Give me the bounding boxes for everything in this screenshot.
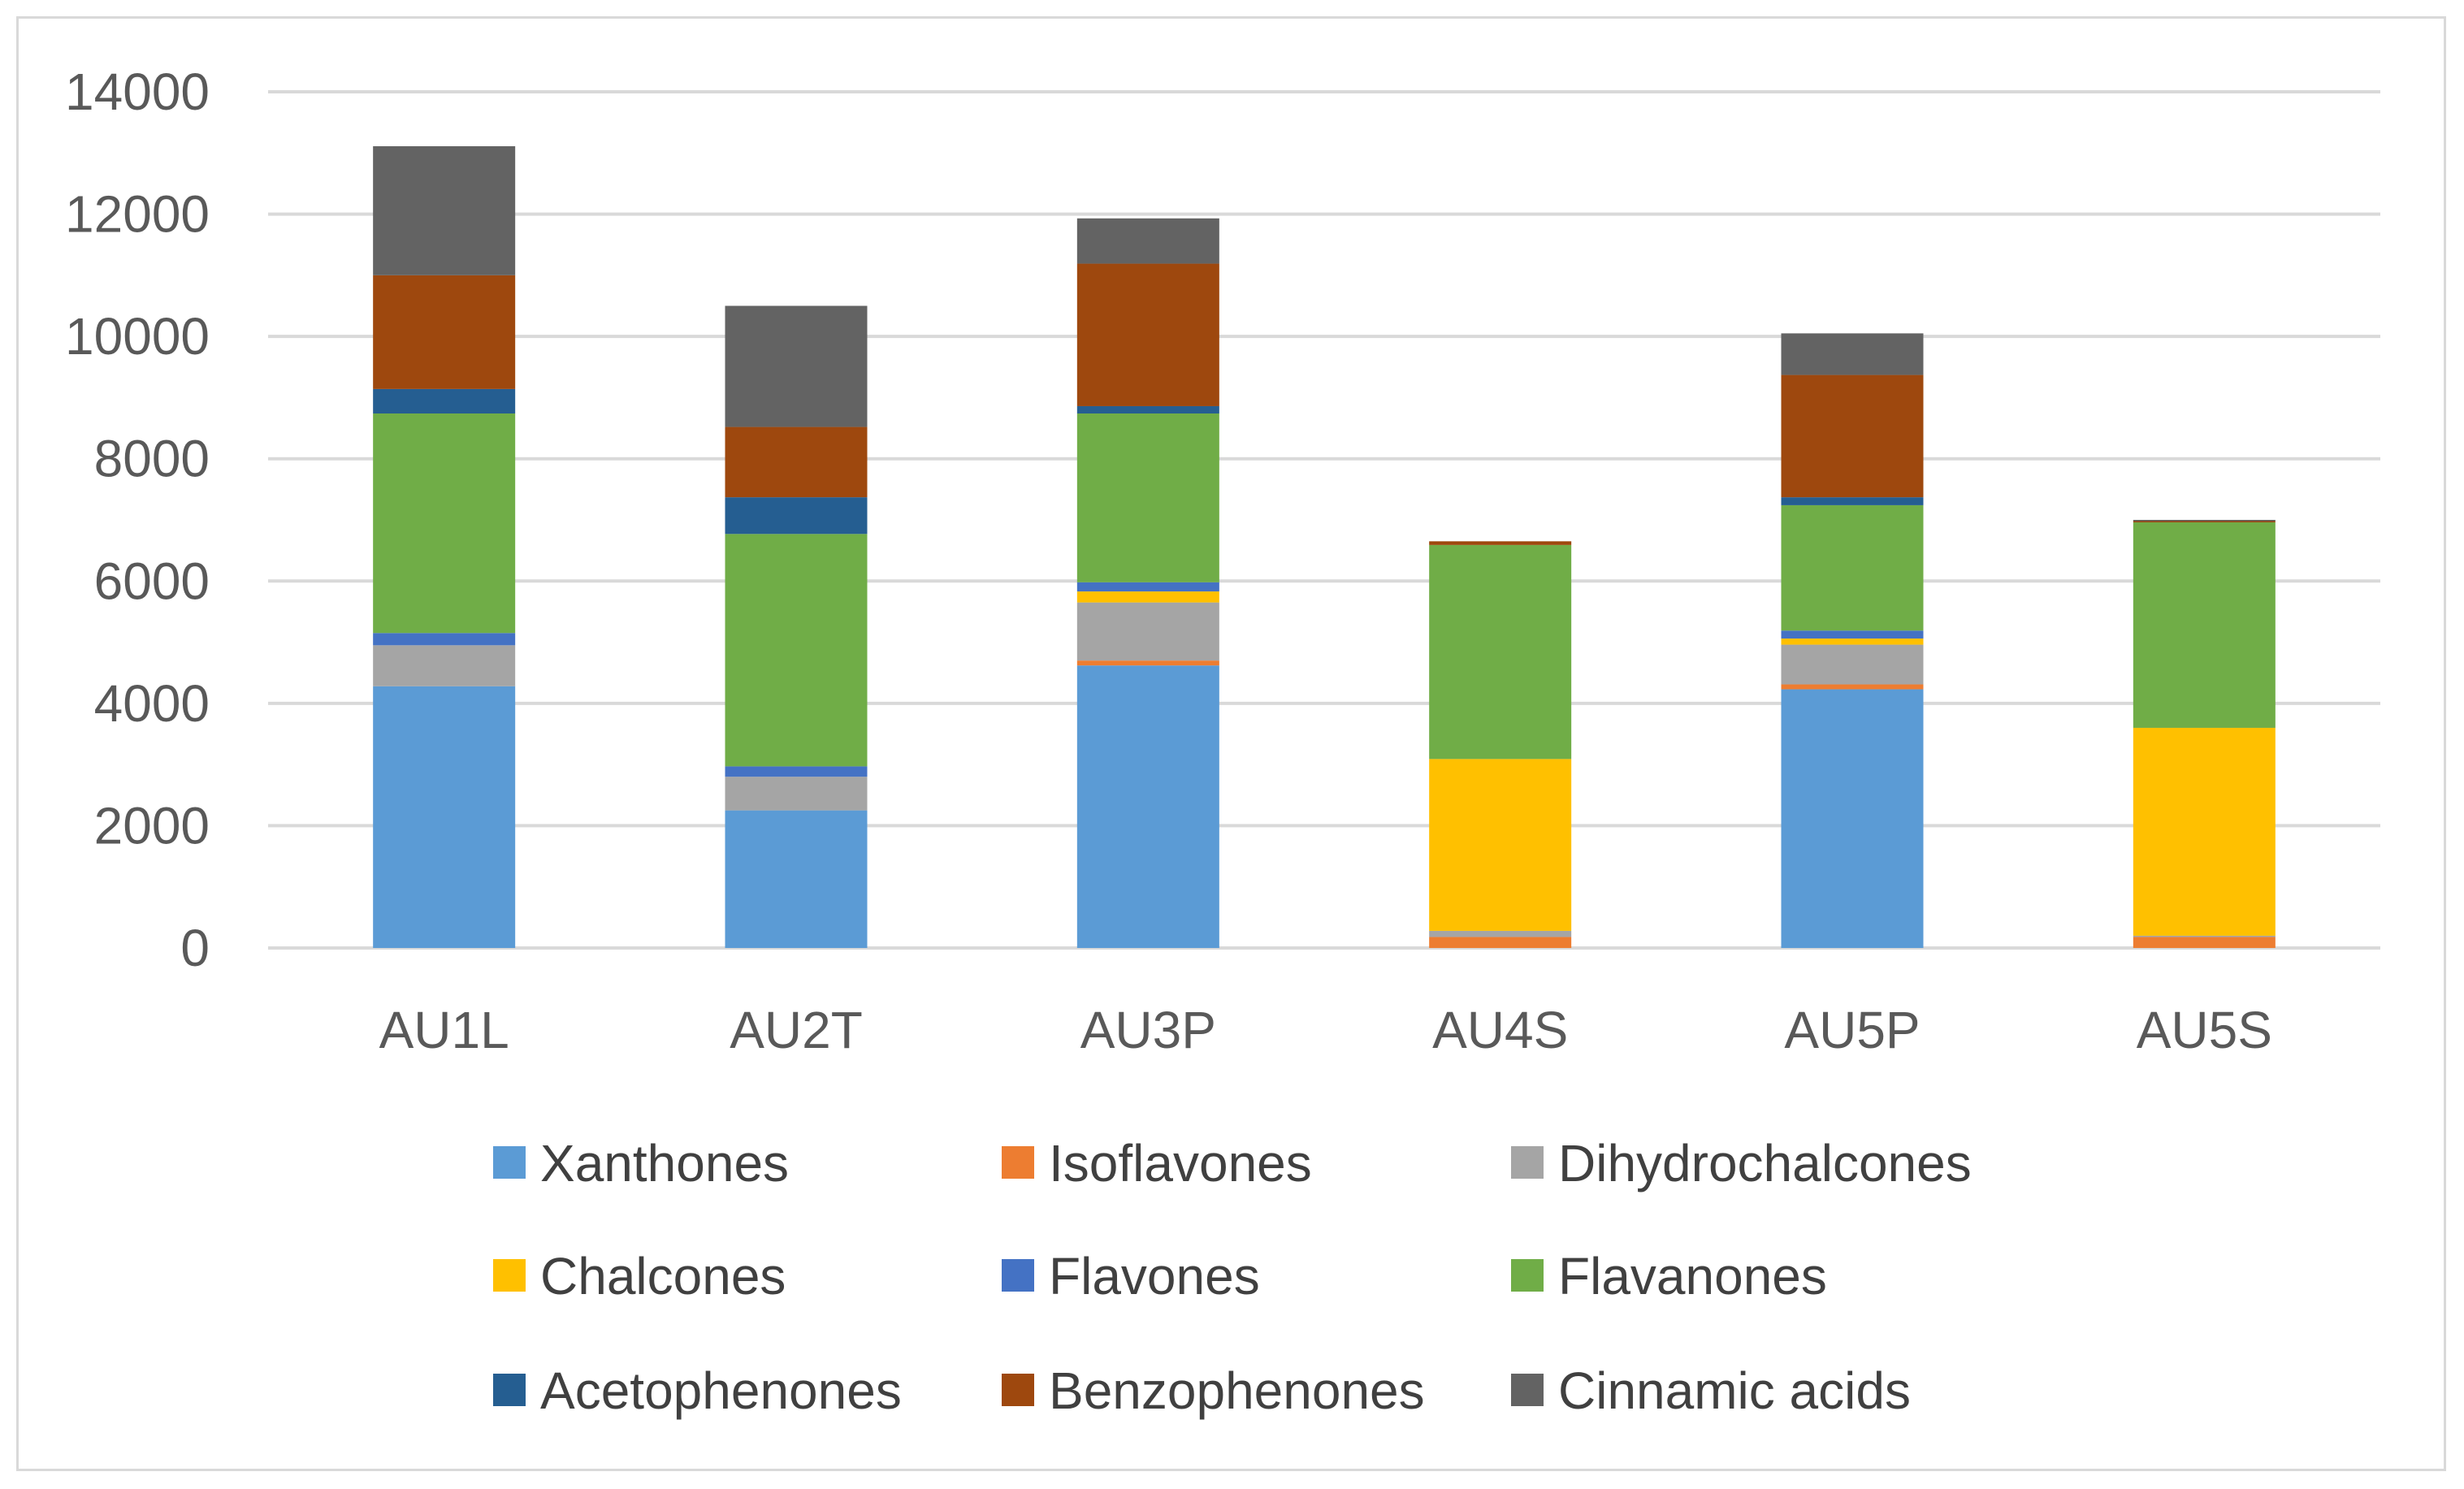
legend-label: Flavones xyxy=(1049,1247,1260,1305)
bar-au3p-flavanones xyxy=(1076,413,1219,582)
bar-au3p-xanthones xyxy=(1076,665,1219,948)
bar-au2t-dihydrochalcones xyxy=(725,777,868,811)
legend-swatch xyxy=(493,1374,526,1406)
bar-au5p-dihydrochalcones xyxy=(1781,644,1924,685)
y-tick-label: 0 xyxy=(180,919,210,977)
legend-item-acetophenones: Acetophenones xyxy=(493,1361,902,1420)
bar-au4s-chalcones xyxy=(1429,759,1572,931)
legend-item-flavanones: Flavanones xyxy=(1511,1247,1827,1305)
bar-au4s-dihydrochalcones xyxy=(1429,930,1572,937)
bar-au1l-flavones xyxy=(373,633,516,646)
y-tick-label: 8000 xyxy=(94,430,210,488)
legend-item-dihydrochalcones: Dihydrochalcones xyxy=(1511,1134,1972,1192)
y-axis-ticks: 0 2000 4000 6000 8000 10000 12000 14000 xyxy=(65,63,210,977)
bar-au5s-benzophenones xyxy=(2133,521,2276,523)
legend-label: Cinnamic acids xyxy=(1558,1361,1911,1420)
legend-label: Xanthones xyxy=(540,1134,789,1192)
bar-au4s-flavanones xyxy=(1429,544,1572,760)
bar-au1l-benzophenones xyxy=(373,275,516,389)
legend-swatch xyxy=(493,1259,526,1292)
y-tick-label: 2000 xyxy=(94,796,210,855)
bars xyxy=(373,146,2276,948)
x-tick-label: AU5P xyxy=(1784,1001,1920,1059)
y-tick-label: 12000 xyxy=(65,185,210,244)
legend-item-xanthones: Xanthones xyxy=(493,1134,789,1192)
bar-au1l-dihydrochalcones xyxy=(373,645,516,686)
x-tick-label: AU2T xyxy=(730,1001,863,1059)
bar-au2t-cinnamic-acids xyxy=(725,305,868,427)
bar-au2t-benzophenones xyxy=(725,426,868,498)
legend-swatch xyxy=(1511,1374,1544,1406)
bar-au3p-chalcones xyxy=(1076,591,1219,603)
bar-au3p-acetophenones xyxy=(1076,405,1219,414)
legend-label: Acetophenones xyxy=(540,1361,902,1420)
bar-au3p-cinnamic-acids xyxy=(1076,218,1219,264)
bar-au2t-flavones xyxy=(725,766,868,777)
legend-swatch xyxy=(1002,1374,1034,1406)
x-tick-label: AU4S xyxy=(1432,1001,1568,1059)
y-tick-label: 14000 xyxy=(65,63,210,121)
bar-au1l-xanthones xyxy=(373,686,516,948)
bar-au3p-dihydrochalcones xyxy=(1076,602,1219,661)
bar-au5s-isoflavones xyxy=(2133,937,2276,948)
bar-au5p-acetophenones xyxy=(1781,497,1924,505)
bar-au1l-cinnamic-acids xyxy=(373,146,516,275)
legend: Xanthones Isoflavones Dihydrochalcones Chal… xyxy=(493,1134,1972,1420)
bar-au4s-isoflavones xyxy=(1429,937,1572,948)
bar-au3p-isoflavones xyxy=(1076,660,1219,666)
legend-label: Dihydrochalcones xyxy=(1558,1134,1972,1192)
bar-au5p-isoflavones xyxy=(1781,684,1924,690)
legend-label: Benzophenones xyxy=(1049,1361,1425,1420)
legend-label: Chalcones xyxy=(540,1247,786,1305)
gridlines xyxy=(268,90,2380,950)
y-tick-label: 6000 xyxy=(94,552,210,610)
bar-au5p-cinnamic-acids xyxy=(1781,333,1924,375)
bar-au2t-flavanones xyxy=(725,534,868,767)
bar-au5p-benzophenones xyxy=(1781,374,1924,498)
legend-item-benzophenones: Benzophenones xyxy=(1002,1361,1425,1420)
bar-au1l-flavanones xyxy=(373,413,516,634)
legend-swatch xyxy=(1002,1259,1034,1292)
bar-au5p-chalcones xyxy=(1781,638,1924,645)
y-tick-label: 4000 xyxy=(94,674,210,733)
bar-au5p-flavanones xyxy=(1781,504,1924,631)
legend-swatch xyxy=(1511,1146,1544,1179)
legend-label: Flavanones xyxy=(1558,1247,1827,1305)
x-tick-label: AU5S xyxy=(2137,1001,2272,1059)
bar-au5s-dihydrochalcones xyxy=(2133,935,2276,937)
bar-au2t-acetophenones xyxy=(725,497,868,535)
bar-au4s-benzophenones xyxy=(1429,541,1572,545)
legend-item-flavones: Flavones xyxy=(1002,1247,1260,1305)
legend-swatch xyxy=(493,1146,526,1179)
legend-item-isoflavones: Isoflavones xyxy=(1002,1134,1312,1192)
legend-label: Isoflavones xyxy=(1049,1134,1312,1192)
legend-item-chalcones: Chalcones xyxy=(493,1247,786,1305)
bar-au5s-chalcones xyxy=(2133,727,2276,936)
bar-au5p-flavones xyxy=(1781,630,1924,639)
legend-swatch xyxy=(1511,1259,1544,1292)
bar-au5p-xanthones xyxy=(1781,689,1924,948)
bar-au5s-cinnamic-acids xyxy=(2133,520,2276,522)
x-tick-label: AU1L xyxy=(379,1001,509,1059)
bar-au3p-flavones xyxy=(1076,582,1219,592)
bar-au2t-xanthones xyxy=(725,810,868,948)
legend-item-cinnamic-acids: Cinnamic acids xyxy=(1511,1361,1911,1420)
legend-swatch xyxy=(1002,1146,1034,1179)
bar-au5s-flavanones xyxy=(2133,522,2276,728)
bar-au1l-acetophenones xyxy=(373,388,516,414)
bar-au3p-benzophenones xyxy=(1076,263,1219,406)
x-axis-ticks: AU1L AU2T AU3P AU4S AU5P AU5S xyxy=(379,1001,2272,1059)
x-tick-label: AU3P xyxy=(1080,1001,1216,1059)
y-tick-label: 10000 xyxy=(65,307,210,366)
